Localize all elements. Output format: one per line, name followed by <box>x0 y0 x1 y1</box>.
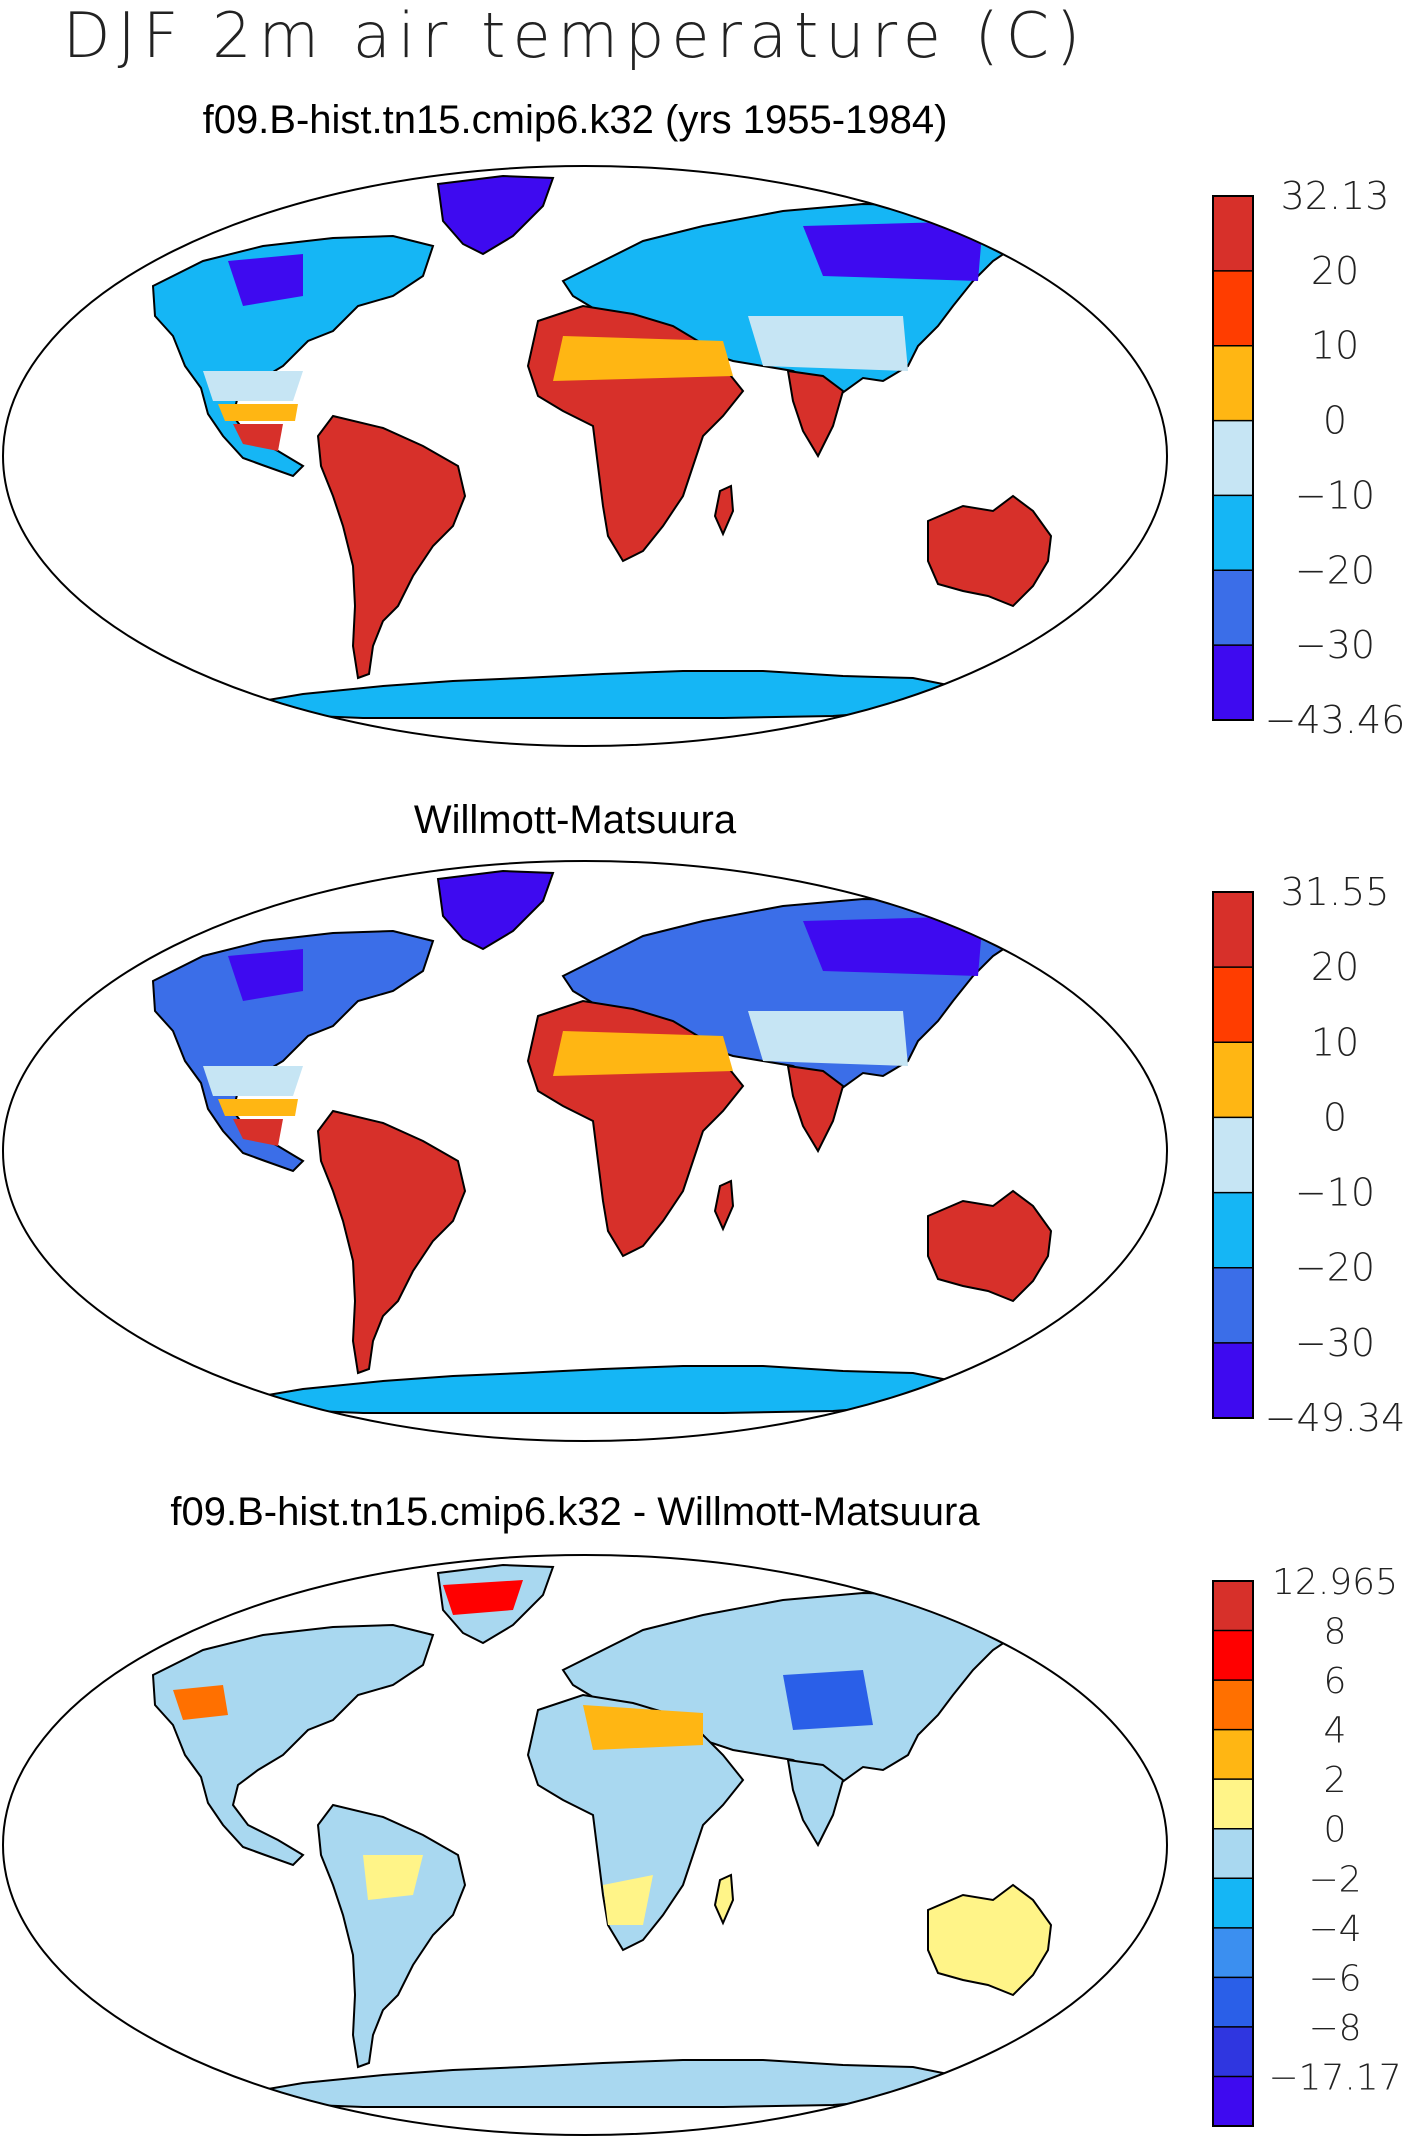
landmass-au <box>927 494 1053 608</box>
colorbar-swatch <box>1213 1117 1253 1194</box>
colorbar-swatch <box>1213 892 1253 968</box>
map-difference <box>2 1554 1168 2136</box>
colorbar-tick-label: −49.34 <box>1265 1396 1406 1440</box>
colorbar-tick-label: −10 <box>1295 1171 1375 1215</box>
colorbar-tick-label: 0 <box>1323 1095 1347 1139</box>
landmass-gl <box>436 174 555 256</box>
colorbar-tick-label: 4 <box>1324 1711 1347 1752</box>
colorbar-swatch <box>1213 967 1253 1043</box>
landmass-mg <box>713 1873 735 1926</box>
colorbar-tick-label: 2 <box>1324 1760 1347 1801</box>
colorbar-tick-label: −43.46 <box>1265 698 1406 742</box>
colorbar-swatch <box>1213 2026 1253 2077</box>
colorbar-swatch <box>1213 2076 1253 2127</box>
colorbar-swatch <box>1213 1581 1253 1632</box>
colorbar-swatch <box>1213 1927 1253 1978</box>
colorbar-tick-label: 31.55 <box>1281 870 1390 914</box>
colorbar-swatch <box>1213 345 1253 422</box>
colorbar-swatch <box>1213 270 1253 347</box>
landmass-in <box>786 1064 845 1154</box>
colorbar-tick-label: 10 <box>1311 1020 1359 1064</box>
colorbar-swatch <box>1213 1680 1253 1731</box>
colorbar-swatch <box>1213 645 1253 721</box>
colorbar-tick-label: −10 <box>1295 473 1375 517</box>
colorbar-tick-label: −17.17 <box>1268 2057 1401 2098</box>
landmass-au <box>927 1189 1053 1303</box>
colorbar-swatch <box>1213 1878 1253 1929</box>
colorbar-tick-label: −20 <box>1295 548 1375 592</box>
map-frame <box>2 860 1168 1442</box>
landmass-sa <box>316 1803 467 2069</box>
colorbar-tick-label: −2 <box>1308 1859 1361 1900</box>
map-observations <box>2 860 1168 1442</box>
colorbar-swatch <box>1213 1342 1253 1419</box>
colorbar-tick-label: 20 <box>1311 249 1359 293</box>
colorbar-tick-label: 8 <box>1324 1612 1347 1653</box>
colorbar-tick-label: −30 <box>1295 623 1375 667</box>
landmass-mg <box>713 484 735 537</box>
landmass-an <box>232 670 957 719</box>
colorbar-tick-label: 6 <box>1324 1661 1347 1702</box>
colorbar-swatch <box>1213 570 1253 646</box>
colorbar-tick-label: 20 <box>1311 945 1359 989</box>
colorbar-3: 12.965 8 6 4 2 0 −2 −4 −6 −8 −17.17 <box>1212 1562 1402 2127</box>
colorbar-tick-label: 0 <box>1324 1810 1347 1851</box>
panel-title-obs: Willmott-Matsuura <box>413 798 737 842</box>
colorbar-1: 32.13 20 10 0 −10 −20 −30 −43.46 <box>1212 174 1406 742</box>
colorbar-2: 31.55 20 10 0 −10 −20 −30 −49.34 <box>1212 870 1406 1440</box>
colorbar-tick-label: −30 <box>1295 1321 1375 1365</box>
landmass-in <box>786 1758 845 1848</box>
colorbar-tick-label: 10 <box>1311 324 1359 368</box>
colorbar-swatch <box>1213 1267 1253 1344</box>
main-title: DJF 2m air temperature (C) <box>62 0 1088 72</box>
panel-title-difference: f09.B-hist.tn15.cmip6.k32 - Willmott-Mat… <box>170 1490 980 1534</box>
landmass-gl <box>436 869 555 951</box>
colorbar-swatch <box>1213 1042 1253 1118</box>
colorbar-swatch <box>1213 1828 1253 1879</box>
colorbar-swatch <box>1213 495 1253 571</box>
colorbar-tick-label: −4 <box>1308 1909 1361 1950</box>
colorbar-swatch <box>1213 1729 1253 1780</box>
colorbar-swatch <box>1213 1630 1253 1681</box>
colorbar-tick-label: −20 <box>1295 1246 1375 1290</box>
landmass-an <box>232 2059 957 2108</box>
landmass-in <box>786 369 845 459</box>
map-frame <box>2 165 1168 747</box>
landmass-sa <box>316 1109 467 1375</box>
colorbar-tick-label: 12.965 <box>1272 1562 1398 1603</box>
panel-title-model: f09.B-hist.tn15.cmip6.k32 (yrs 1955-1984… <box>202 98 948 142</box>
colorbar-tick-label: 32.13 <box>1281 174 1390 218</box>
map-frame <box>2 1554 1168 2136</box>
colorbar-swatch <box>1213 196 1253 272</box>
map-model <box>2 165 1168 747</box>
colorbar-tick-label: 0 <box>1323 399 1347 443</box>
landmass-sa <box>316 414 467 680</box>
colorbar-swatch <box>1213 420 1253 496</box>
colorbar-swatch <box>1213 1779 1253 1830</box>
landmass-mg <box>713 1179 735 1232</box>
colorbar-swatch <box>1213 1192 1253 1269</box>
colorbar-tick-label: −6 <box>1308 1958 1361 1999</box>
colorbar-tick-label: −8 <box>1308 2008 1361 2049</box>
landmass-an <box>232 1365 957 1414</box>
colorbar-swatch <box>1213 1977 1253 2028</box>
